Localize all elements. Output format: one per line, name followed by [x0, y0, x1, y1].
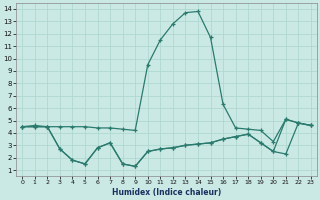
X-axis label: Humidex (Indice chaleur): Humidex (Indice chaleur): [112, 188, 221, 197]
